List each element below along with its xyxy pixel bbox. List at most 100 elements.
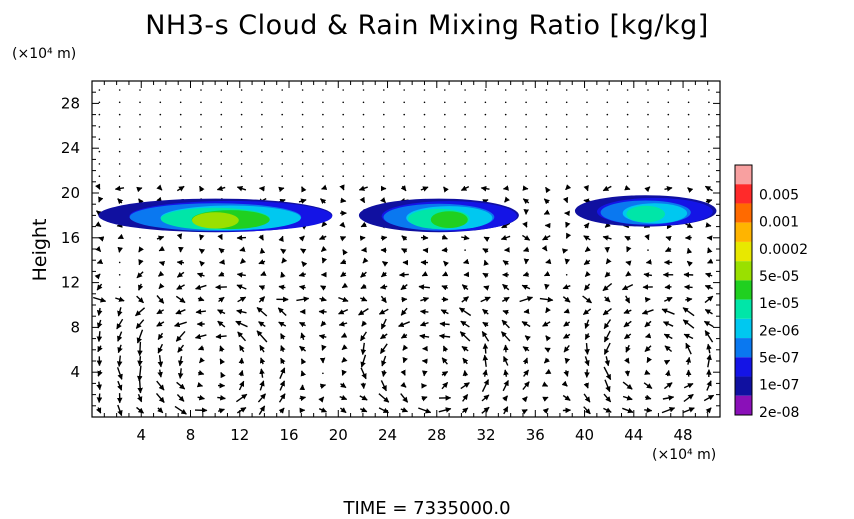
wind-vector [704, 284, 713, 291]
wind-vector [423, 163, 426, 165]
wind-vector [159, 175, 162, 177]
wind-vector [136, 295, 144, 304]
wind-vector [583, 382, 589, 389]
wind-vector [136, 406, 144, 414]
wind-vector [525, 138, 527, 140]
wind-vector [442, 345, 449, 352]
wind-vector [624, 235, 631, 242]
wind-vector [198, 248, 206, 255]
wind-vector [398, 321, 410, 328]
wind-vector [158, 260, 166, 267]
wind-vector [623, 308, 632, 314]
wind-vector [381, 355, 387, 367]
wind-vector [644, 369, 651, 375]
wind-vector [624, 357, 630, 364]
wind-vector [340, 197, 347, 204]
wind-vector [159, 138, 162, 140]
legend-swatch [735, 184, 752, 204]
wind-vector [118, 138, 121, 140]
wind-vector [418, 284, 430, 290]
wind-vector [281, 138, 284, 140]
wind-vector [647, 89, 649, 91]
wind-vector [157, 407, 164, 414]
wind-vector [419, 321, 429, 327]
wind-vector [525, 89, 527, 91]
wind-vector [421, 396, 428, 402]
wind-vector [687, 89, 690, 91]
wind-vector [564, 258, 571, 265]
wind-vector [118, 89, 121, 91]
wind-vector [444, 126, 446, 128]
wind-vector [179, 101, 182, 104]
wind-vector [541, 245, 548, 252]
wind-vector [195, 308, 206, 315]
wind-vector [378, 407, 390, 414]
wind-vector [258, 405, 266, 415]
wind-vector [95, 245, 102, 253]
wind-vector [687, 163, 690, 165]
cloud-contour [626, 205, 665, 223]
wind-vector [139, 89, 141, 91]
wind-vector [98, 89, 101, 91]
wind-vector [96, 307, 103, 316]
wind-vector [96, 381, 102, 391]
wind-vector [301, 101, 304, 104]
wind-vector [96, 283, 103, 291]
wind-vector [240, 101, 243, 104]
wind-vector [259, 247, 266, 254]
wind-vector [484, 113, 487, 116]
wind-vector [139, 175, 141, 177]
wind-vector [646, 356, 653, 363]
wind-vector [545, 175, 548, 177]
wind-vector [687, 150, 690, 153]
wind-vector [259, 380, 265, 391]
wind-vector [604, 379, 611, 393]
wind-vector [522, 198, 530, 205]
wind-vector [461, 284, 469, 291]
wind-vector [361, 320, 368, 327]
wind-vector [200, 163, 202, 165]
y-tick-label: 24 [61, 139, 80, 157]
wind-vector [360, 407, 368, 413]
wind-vector [176, 185, 185, 192]
wind-vector [502, 185, 509, 191]
wind-vector [545, 126, 548, 128]
wind-vector [157, 343, 164, 354]
wind-vector [220, 163, 223, 165]
wind-vector [342, 126, 345, 128]
wind-vector [464, 113, 466, 116]
wind-vector [647, 150, 649, 153]
legend-label: 0.0002 [759, 242, 808, 258]
wind-vector [155, 392, 165, 403]
wind-vector [338, 308, 349, 315]
wind-vector [382, 260, 389, 267]
wind-vector [118, 175, 121, 177]
wind-vector [502, 260, 509, 266]
x-tick-label: 36 [526, 426, 545, 444]
wind-vector [622, 395, 633, 401]
wind-vector [279, 367, 286, 379]
wind-vector [114, 185, 125, 192]
wind-vector [704, 308, 713, 315]
wind-vector [320, 198, 327, 205]
wind-vector [463, 258, 470, 265]
wind-vector [342, 101, 345, 104]
wind-vector [683, 271, 694, 278]
wind-vector [403, 113, 406, 116]
wind-vector [501, 296, 510, 303]
wind-vector [92, 296, 107, 303]
wind-vector [360, 367, 367, 380]
x-tick-label: 16 [279, 426, 298, 444]
legend-label: 1e-07 [759, 378, 799, 394]
wind-vector [419, 333, 430, 340]
wind-vector [523, 369, 530, 377]
wind-vector [438, 333, 451, 340]
wind-vector [240, 126, 243, 128]
wind-vector [606, 175, 609, 177]
wind-vector [481, 379, 490, 393]
wind-vector [261, 175, 263, 177]
wind-vector [664, 345, 673, 353]
wind-vector [441, 247, 448, 253]
chart-title: NH3-s Cloud & Rain Mixing Ratio [kg/kg] [145, 10, 709, 41]
wind-vector [542, 396, 549, 402]
